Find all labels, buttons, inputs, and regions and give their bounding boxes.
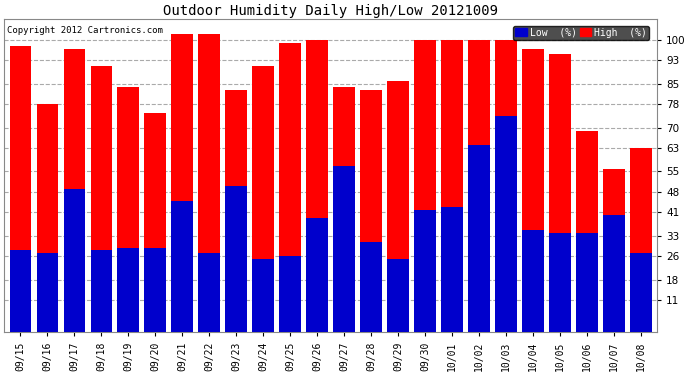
Bar — [630, 148, 652, 332]
Bar — [522, 49, 544, 332]
Bar — [442, 207, 463, 332]
Bar — [522, 230, 544, 332]
Bar — [495, 116, 517, 332]
Bar — [172, 34, 193, 332]
Title: Outdoor Humidity Daily High/Low 20121009: Outdoor Humidity Daily High/Low 20121009 — [163, 4, 498, 18]
Bar — [10, 251, 31, 332]
Bar — [549, 233, 571, 332]
Bar — [495, 40, 517, 332]
Bar — [199, 34, 220, 332]
Bar — [37, 104, 58, 332]
Bar — [414, 40, 436, 332]
Legend: Low  (%), High  (%): Low (%), High (%) — [513, 26, 649, 40]
Bar — [253, 66, 274, 332]
Bar — [279, 43, 301, 332]
Bar — [469, 40, 490, 332]
Bar — [333, 166, 355, 332]
Bar — [172, 201, 193, 332]
Bar — [117, 87, 139, 332]
Bar — [442, 40, 463, 332]
Bar — [549, 54, 571, 332]
Bar — [387, 259, 409, 332]
Bar — [90, 251, 112, 332]
Bar — [414, 210, 436, 332]
Bar — [306, 40, 328, 332]
Bar — [144, 248, 166, 332]
Bar — [10, 46, 31, 332]
Bar — [630, 254, 652, 332]
Bar — [199, 254, 220, 332]
Bar — [603, 215, 625, 332]
Bar — [576, 233, 598, 332]
Bar — [144, 113, 166, 332]
Bar — [387, 81, 409, 332]
Bar — [333, 87, 355, 332]
Bar — [253, 259, 274, 332]
Bar — [360, 90, 382, 332]
Bar — [279, 256, 301, 332]
Bar — [63, 189, 85, 332]
Bar — [226, 186, 247, 332]
Bar — [603, 169, 625, 332]
Bar — [469, 145, 490, 332]
Text: Copyright 2012 Cartronics.com: Copyright 2012 Cartronics.com — [8, 26, 164, 34]
Bar — [117, 248, 139, 332]
Bar — [360, 242, 382, 332]
Bar — [226, 90, 247, 332]
Bar — [576, 130, 598, 332]
Bar — [90, 66, 112, 332]
Bar — [37, 254, 58, 332]
Bar — [63, 49, 85, 332]
Bar — [306, 218, 328, 332]
